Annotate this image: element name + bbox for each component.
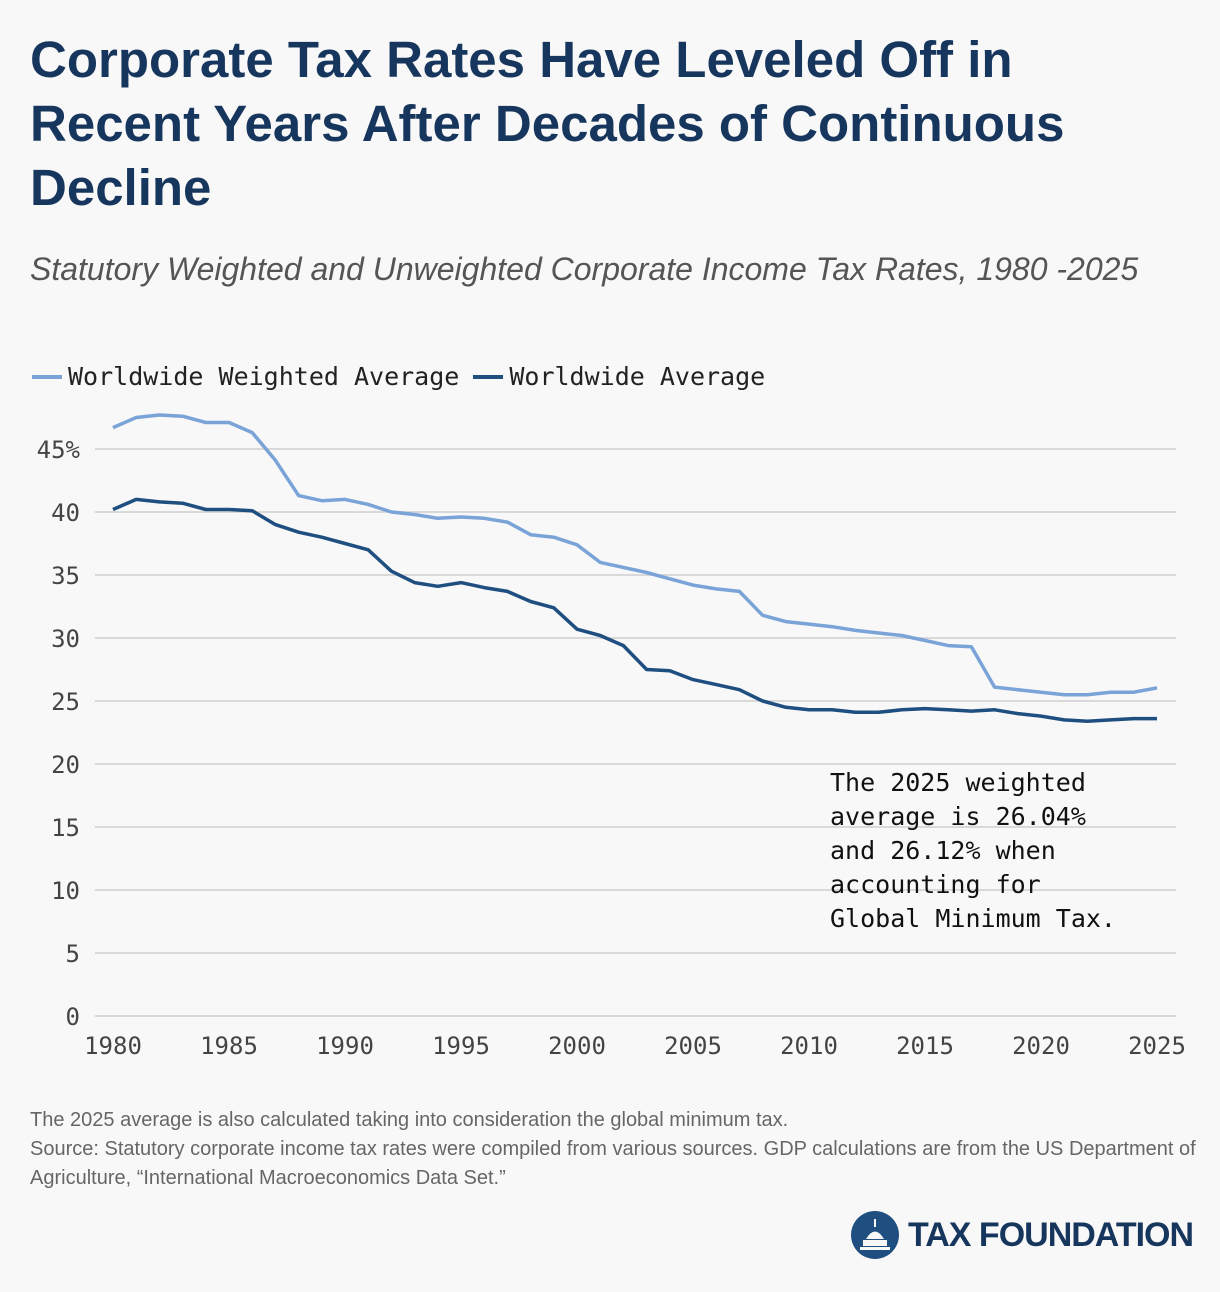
- note-global-minimum: The 2025 average is also calculated taki…: [30, 1109, 789, 1131]
- x-tick-label: 2010: [780, 1032, 838, 1060]
- x-tick-label: 1990: [316, 1032, 374, 1060]
- y-tick-label: 25: [51, 688, 80, 716]
- logo-text: TAX FOUNDATION: [908, 1215, 1194, 1254]
- chart-notes: The 2025 average is also calculated taki…: [30, 1106, 1200, 1193]
- y-tick-label: 20: [51, 751, 80, 779]
- legend-swatch-weighted: [32, 374, 62, 379]
- series-line-average: [112, 497, 1157, 723]
- chart-annotation: The 2025 weighted average is 26.04% and …: [830, 768, 1116, 933]
- chart-subtitle: Statutory Weighted and Unweighted Corpor…: [30, 251, 1139, 287]
- x-tick-label: 2005: [664, 1032, 722, 1060]
- source-note: Source: Statutory corporate income tax r…: [30, 1138, 1196, 1189]
- legend-label: Worldwide Weighted Average: [68, 362, 460, 391]
- x-tick-label: 1980: [84, 1032, 142, 1060]
- x-tick-label: 1985: [200, 1032, 258, 1060]
- x-tick-label: 1995: [432, 1032, 490, 1060]
- capitol-dome-icon: [851, 1211, 899, 1259]
- y-tick-label: 10: [51, 877, 80, 905]
- legend-item-average: Worldwide Average: [473, 362, 765, 391]
- tax-foundation-logo: TAX FOUNDATION: [850, 1210, 1194, 1260]
- y-tick-label: 0: [66, 1003, 80, 1031]
- y-tick-label: 35: [51, 562, 80, 590]
- chart-title: Corporate Tax Rates Have Leveled Off in …: [30, 31, 1065, 216]
- legend-item-weighted: Worldwide Weighted Average: [32, 362, 459, 391]
- x-tick-label: 2015: [896, 1032, 954, 1060]
- y-tick-label: 40: [51, 499, 80, 527]
- y-tick-label: 30: [51, 625, 80, 653]
- legend-label: Worldwide Average: [509, 362, 766, 391]
- series-line-weighted: [112, 413, 1158, 697]
- y-tick-label: 15: [51, 814, 80, 842]
- legend: Worldwide Weighted Average Worldwide Ave…: [32, 362, 765, 391]
- y-tick-label: 5: [66, 940, 80, 968]
- x-tick-label: 2025: [1128, 1032, 1186, 1060]
- legend-swatch-average: [473, 374, 504, 379]
- x-tick-label: 2000: [548, 1032, 606, 1060]
- x-tick-label: 2020: [1012, 1032, 1070, 1060]
- y-tick-label: 45%: [37, 436, 81, 464]
